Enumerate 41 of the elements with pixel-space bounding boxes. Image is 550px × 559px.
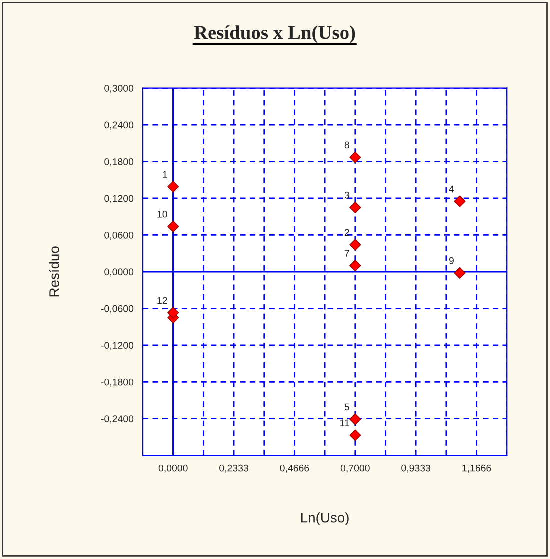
point	[454, 196, 466, 208]
y-tick-label: 0,1800	[104, 158, 134, 167]
annotation: 2	[344, 229, 350, 236]
point	[350, 430, 362, 442]
y-axis-title: Resíduo	[49, 246, 60, 297]
x-tick-label: 0,2333	[220, 464, 248, 473]
y-tick-label: 0,0600	[104, 232, 134, 240]
x-axis-title: Ln(Uso)	[301, 512, 349, 526]
annotation: 1	[163, 171, 168, 178]
annotation: 3	[344, 192, 350, 199]
point	[350, 260, 362, 272]
annotation: 10	[158, 210, 168, 218]
annotation: 9	[449, 257, 454, 264]
annotation: 12	[158, 297, 168, 304]
y-tick-label: -0,0600	[101, 305, 134, 314]
point	[350, 152, 362, 164]
y-tick-label: -0,1200	[101, 342, 134, 350]
x-tick-label: 0,0000	[158, 464, 188, 473]
point	[350, 414, 362, 426]
x-tick-label: 0,7000	[340, 464, 370, 473]
annotation: 11	[340, 420, 350, 426]
y-tick-label: -0,1800	[101, 378, 134, 387]
point	[454, 267, 466, 279]
x-tick-label: 0,4666	[280, 464, 310, 473]
point	[350, 202, 362, 214]
point	[168, 307, 180, 319]
x-tick-label: 1,1666	[462, 464, 492, 473]
y-tick-label: 0,1200	[104, 195, 134, 204]
annotation: 4	[449, 186, 454, 193]
chart-title: Resíduos x Ln(Uso)	[194, 26, 356, 44]
point	[168, 181, 180, 193]
annotation: 7	[344, 250, 350, 257]
annotation: 8	[344, 142, 350, 149]
y-tick-label: 0,0000	[104, 268, 134, 277]
y-tick-label: -0,2400	[101, 416, 134, 424]
point	[168, 220, 180, 232]
x-tick-label: 0,9333	[402, 464, 431, 473]
annotation: 5	[344, 404, 350, 411]
y-tick-label: 0,2400	[104, 122, 134, 130]
y-tick-label: 0,3000	[104, 85, 134, 94]
point	[350, 239, 362, 251]
